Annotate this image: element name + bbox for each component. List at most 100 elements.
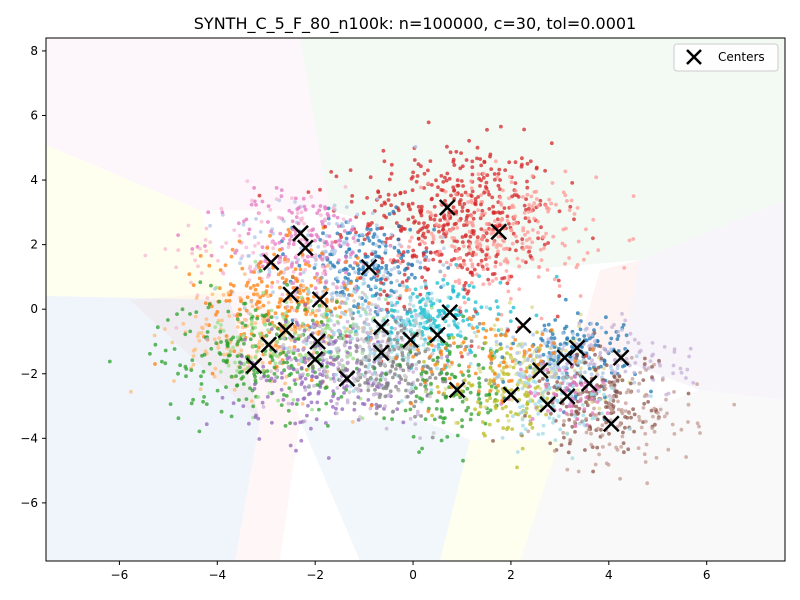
data-point bbox=[562, 326, 567, 331]
data-point bbox=[345, 350, 350, 355]
data-point bbox=[426, 267, 431, 271]
data-point bbox=[333, 306, 338, 311]
data-point bbox=[318, 346, 323, 351]
data-point bbox=[256, 262, 261, 267]
data-point bbox=[377, 296, 381, 301]
data-point bbox=[496, 249, 500, 254]
data-point bbox=[479, 227, 484, 232]
data-point bbox=[565, 375, 569, 380]
data-point bbox=[492, 355, 497, 360]
data-point bbox=[428, 354, 433, 359]
data-point bbox=[455, 344, 460, 349]
data-point bbox=[540, 338, 545, 343]
data-point bbox=[599, 325, 604, 330]
data-point bbox=[469, 344, 474, 348]
data-point bbox=[408, 407, 413, 412]
data-point bbox=[553, 438, 558, 442]
data-point bbox=[377, 238, 382, 243]
data-point bbox=[568, 204, 573, 209]
data-point bbox=[599, 384, 604, 388]
data-point bbox=[284, 266, 289, 271]
data-point bbox=[420, 367, 425, 372]
data-point bbox=[516, 344, 520, 348]
data-point bbox=[448, 228, 453, 233]
data-point bbox=[337, 258, 341, 263]
data-point bbox=[576, 388, 580, 393]
data-point bbox=[292, 367, 296, 372]
data-point bbox=[515, 351, 519, 355]
data-point bbox=[397, 296, 402, 301]
data-point bbox=[481, 431, 486, 436]
data-point bbox=[239, 376, 244, 381]
data-point bbox=[502, 206, 507, 211]
data-point bbox=[533, 390, 538, 395]
data-point bbox=[239, 337, 244, 342]
data-point bbox=[416, 204, 421, 209]
legend-label-centers: Centers bbox=[718, 50, 765, 64]
data-point bbox=[143, 253, 148, 258]
data-point bbox=[420, 333, 425, 337]
data-point bbox=[499, 377, 504, 382]
data-point bbox=[233, 360, 237, 365]
data-point bbox=[530, 204, 535, 209]
data-point bbox=[226, 363, 231, 368]
data-point bbox=[303, 376, 308, 381]
data-point bbox=[388, 369, 393, 373]
data-point bbox=[273, 375, 278, 380]
data-point bbox=[441, 227, 446, 232]
data-point bbox=[196, 264, 200, 269]
data-point bbox=[466, 352, 471, 356]
data-point bbox=[469, 194, 474, 199]
data-point bbox=[321, 239, 326, 243]
data-point bbox=[402, 304, 407, 309]
data-point bbox=[433, 344, 438, 349]
data-point bbox=[615, 448, 620, 452]
data-point bbox=[397, 224, 401, 228]
data-point bbox=[319, 213, 323, 218]
data-point bbox=[476, 247, 480, 251]
data-point bbox=[366, 388, 371, 393]
data-point bbox=[308, 312, 313, 317]
data-point bbox=[355, 332, 359, 337]
data-point bbox=[424, 225, 429, 230]
data-point bbox=[378, 363, 383, 368]
data-point bbox=[532, 216, 536, 221]
data-point bbox=[342, 294, 347, 298]
data-point bbox=[652, 406, 657, 411]
region-right-purple bbox=[620, 200, 785, 400]
data-point bbox=[544, 231, 548, 236]
data-point bbox=[351, 236, 356, 241]
data-point bbox=[541, 431, 545, 436]
data-point bbox=[379, 265, 384, 270]
data-point bbox=[442, 391, 446, 396]
data-point bbox=[498, 280, 503, 285]
data-point bbox=[292, 378, 297, 383]
data-point bbox=[574, 383, 579, 388]
data-point bbox=[565, 386, 570, 390]
data-point bbox=[301, 339, 306, 344]
data-point bbox=[577, 406, 582, 411]
data-point bbox=[107, 359, 112, 364]
data-point bbox=[542, 246, 546, 251]
data-point bbox=[405, 346, 409, 351]
data-point bbox=[525, 230, 530, 235]
data-point bbox=[670, 422, 675, 427]
data-point bbox=[423, 265, 427, 270]
data-point bbox=[320, 355, 325, 360]
data-point bbox=[241, 333, 246, 338]
data-point bbox=[531, 332, 535, 337]
data-point bbox=[445, 281, 450, 286]
data-point bbox=[518, 411, 523, 415]
data-point bbox=[578, 294, 583, 298]
data-point bbox=[405, 312, 410, 316]
data-point bbox=[612, 375, 617, 380]
data-point bbox=[547, 360, 552, 365]
data-point bbox=[454, 149, 459, 154]
data-point bbox=[367, 362, 372, 367]
data-point bbox=[406, 217, 411, 222]
data-point bbox=[368, 227, 373, 232]
data-point bbox=[283, 381, 287, 386]
data-point bbox=[536, 391, 540, 396]
data-point bbox=[308, 391, 312, 396]
